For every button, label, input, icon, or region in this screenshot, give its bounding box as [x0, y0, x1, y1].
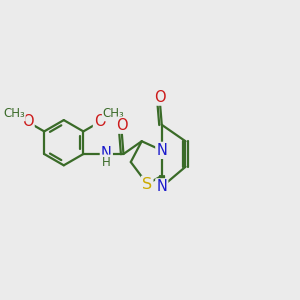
Text: S: S	[142, 177, 152, 192]
Text: N: N	[156, 143, 167, 158]
Text: O: O	[94, 114, 106, 129]
Text: N: N	[101, 146, 112, 161]
Text: O: O	[154, 90, 166, 105]
Text: O: O	[116, 118, 127, 133]
Text: H: H	[102, 155, 111, 169]
Text: O: O	[22, 114, 34, 129]
Text: CH₃: CH₃	[103, 107, 124, 120]
Text: CH₃: CH₃	[3, 107, 25, 120]
Text: N: N	[156, 179, 167, 194]
